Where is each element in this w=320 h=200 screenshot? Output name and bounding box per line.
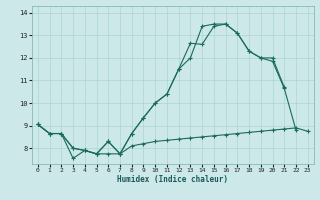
X-axis label: Humidex (Indice chaleur): Humidex (Indice chaleur): [117, 175, 228, 184]
